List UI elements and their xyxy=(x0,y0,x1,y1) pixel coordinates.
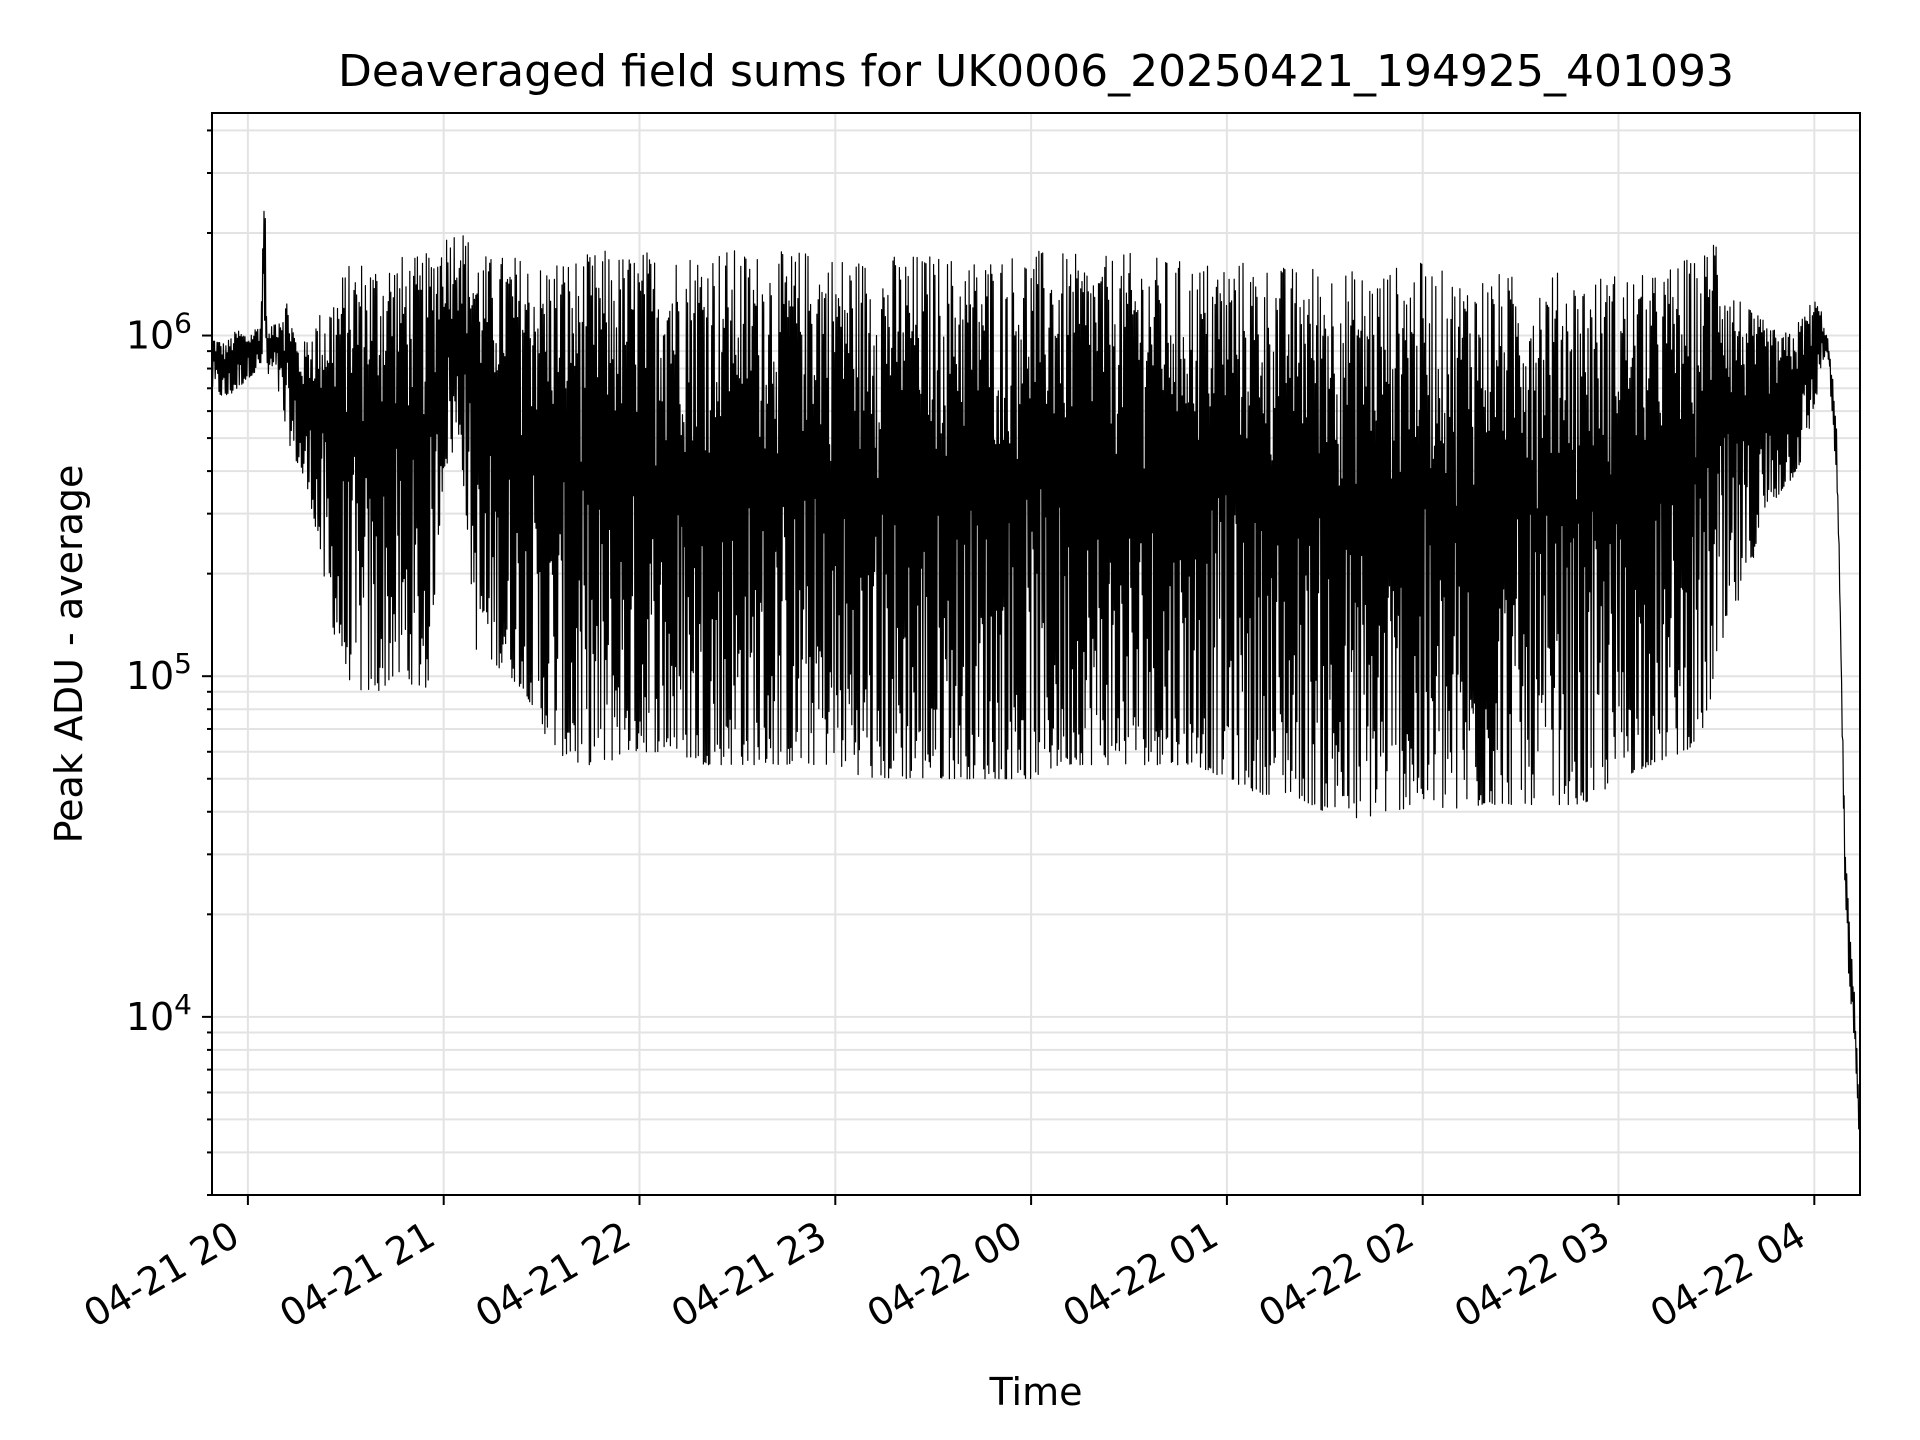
x-axis-label: Time xyxy=(989,1370,1083,1414)
y-tick-label: 104 xyxy=(126,988,192,1039)
plot-frame xyxy=(211,112,1861,1196)
series-layer xyxy=(211,210,1861,1145)
y-tick-label: 106 xyxy=(126,307,192,358)
y-axis-label: Peak ADU - average xyxy=(47,465,91,844)
y-tick-label: 105 xyxy=(126,647,192,698)
series-line-0 xyxy=(211,210,1861,1145)
chart-title: Deaveraged field sums for UK0006_2025042… xyxy=(338,46,1734,97)
y-axis: 104 105 106 xyxy=(126,129,212,1196)
